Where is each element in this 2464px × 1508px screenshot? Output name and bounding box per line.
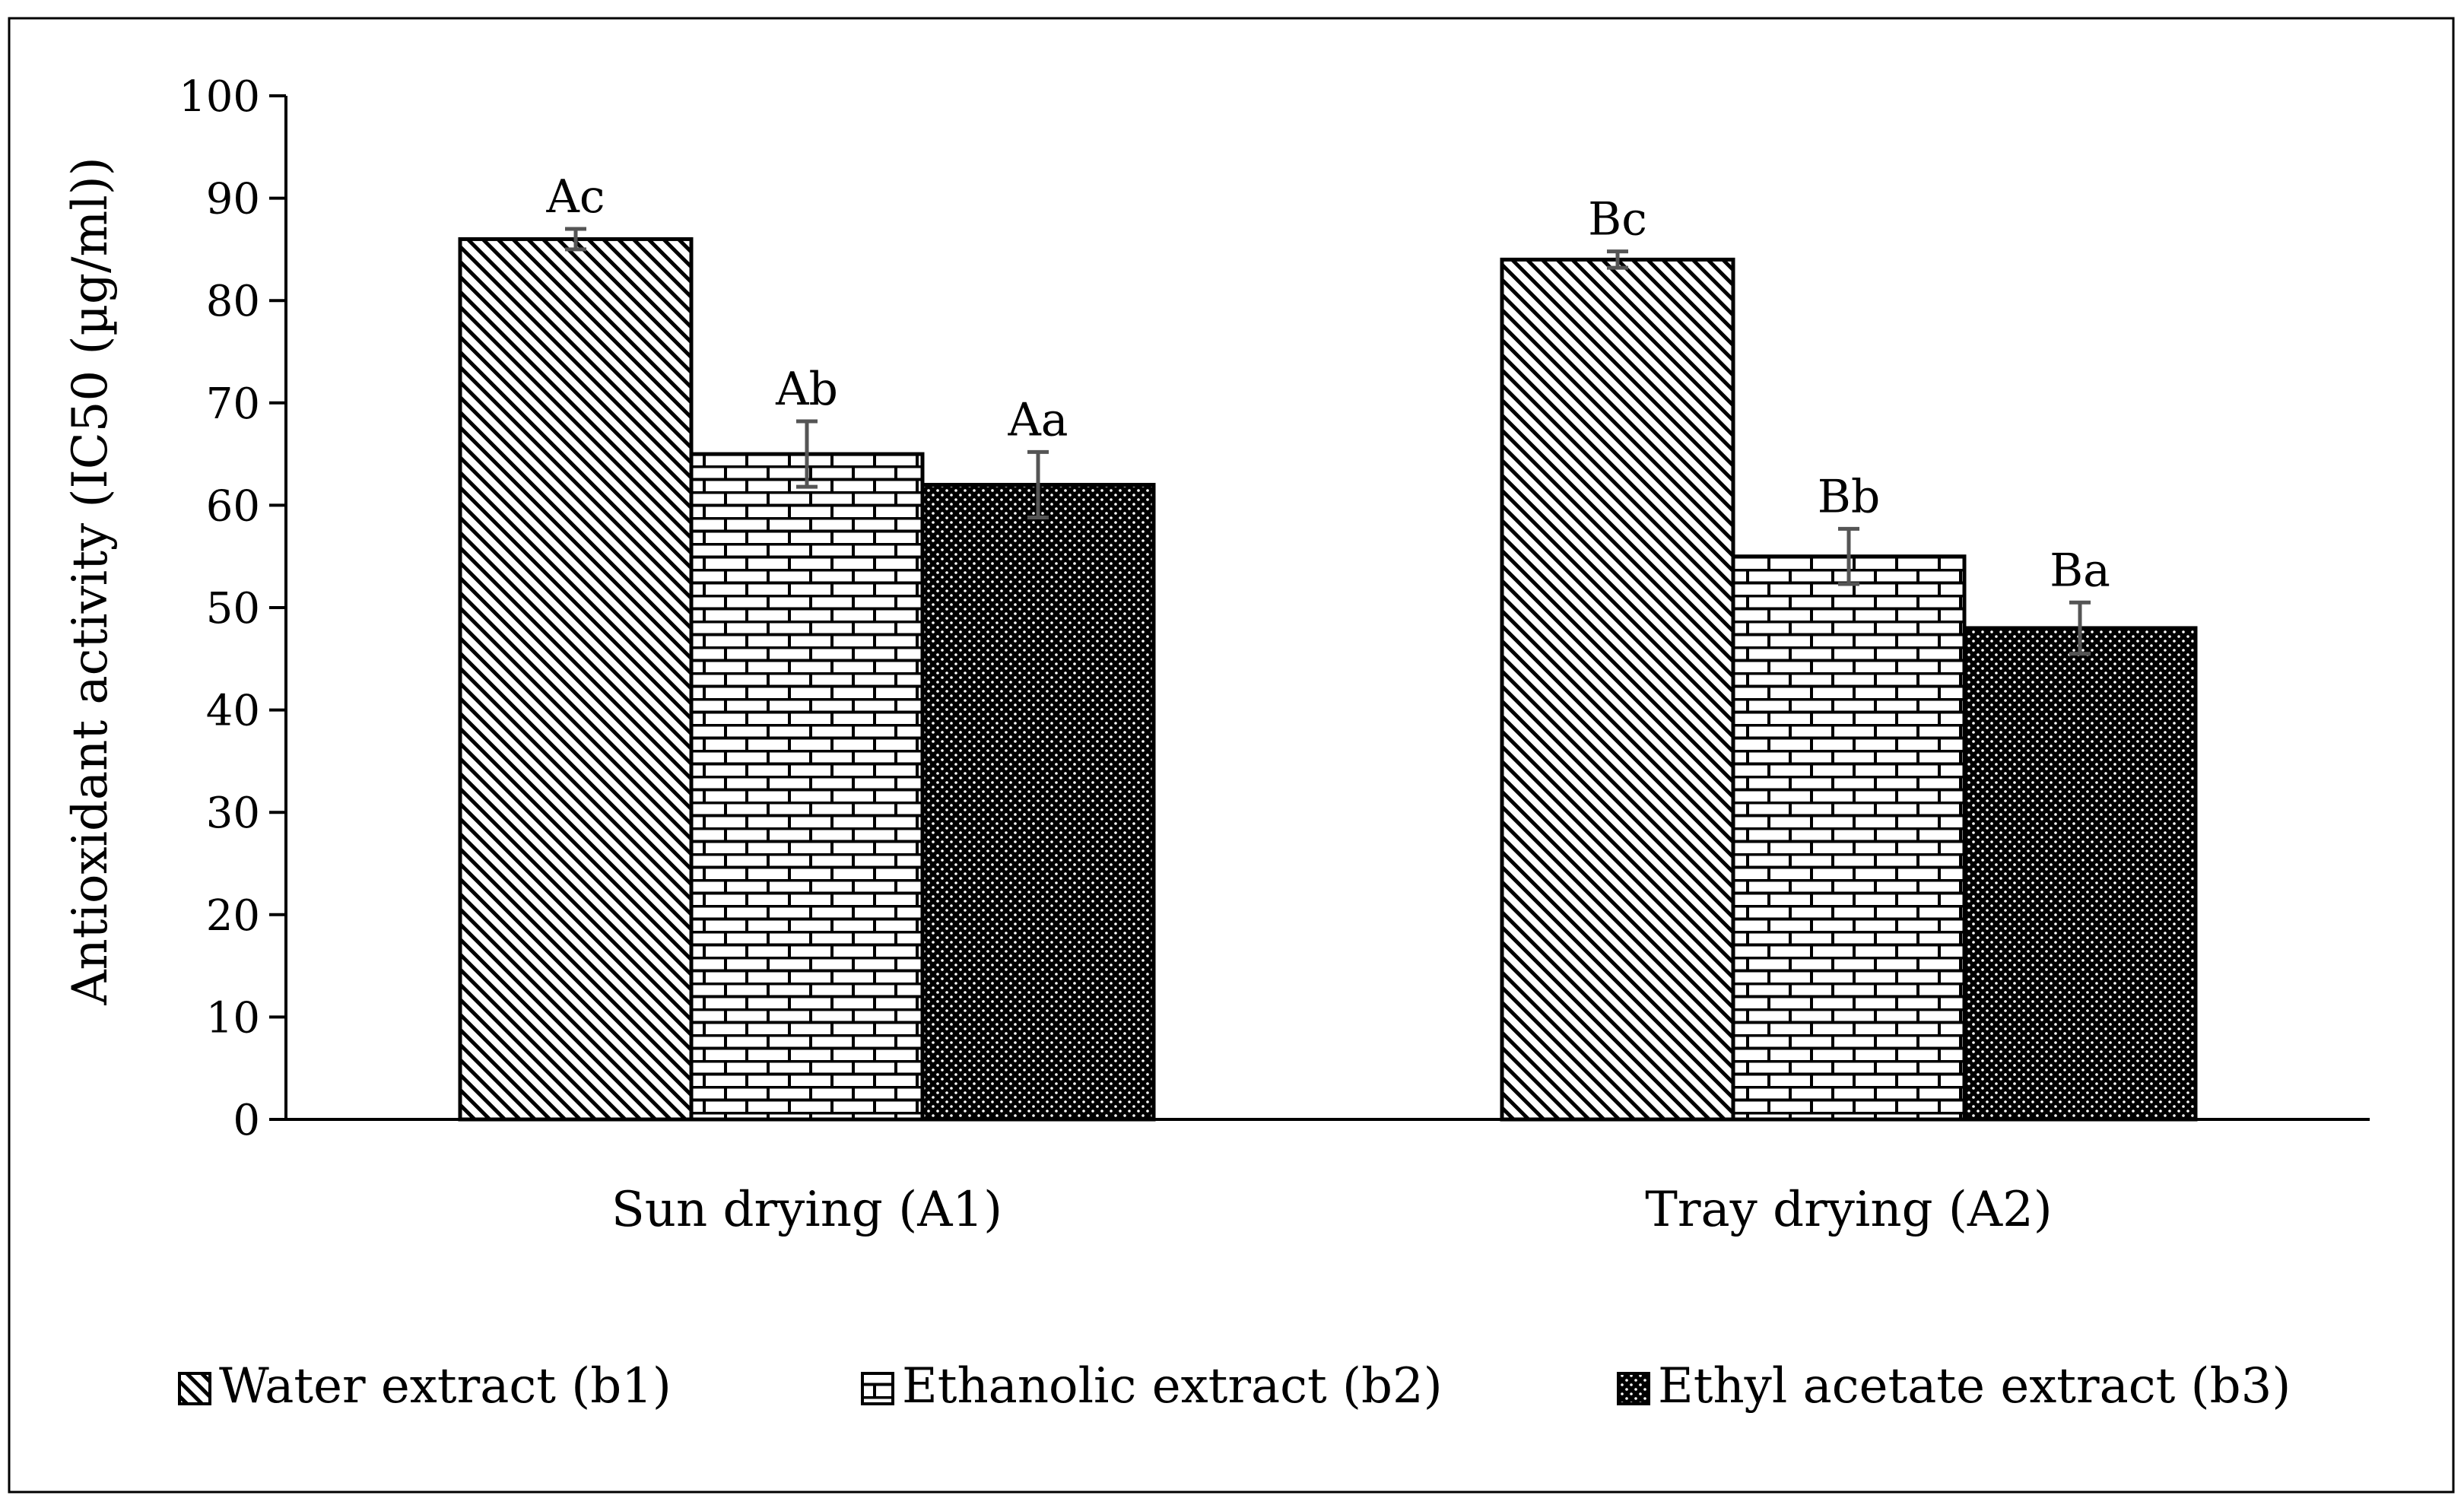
y-tick-label: 40 (206, 687, 260, 736)
figure-border (8, 17, 2455, 1494)
y-tick-label: 30 (206, 789, 260, 838)
y-tick-label: 50 (206, 584, 260, 633)
legend: Water extract (b1) Ethanolic extract (b2)… (178, 1358, 2291, 1414)
legend-swatch (178, 1372, 211, 1405)
data-label: Bc (1588, 193, 1647, 246)
bar (689, 452, 925, 1122)
y-tick-label: 20 (206, 891, 260, 941)
legend-label: Ethyl acetate extract (b3) (1658, 1358, 2291, 1414)
data-label: Ba (2050, 544, 2110, 597)
data-label: Aa (1007, 393, 1068, 446)
bar (1500, 257, 1735, 1122)
y-axis: 0 10 20 30 40 50 60 70 80 90 100 (179, 72, 287, 1145)
y-axis-title: Antioxidant activity (IC50 (µg/ml)) (62, 157, 119, 1005)
legend-label: Ethanolic extract (b2) (902, 1358, 1443, 1414)
y-tick-label: 80 (206, 277, 260, 326)
y-tick-label: 90 (206, 175, 260, 224)
data-label: Ac (546, 170, 605, 224)
x-axis: Sun drying (A1) Tray drying (A2) (286, 1118, 2370, 1238)
y-tick-label: 60 (206, 481, 260, 531)
y-tick-label: 0 (233, 1096, 260, 1145)
y-tick-label: 70 (206, 379, 260, 429)
bar (458, 237, 694, 1122)
legend-label: Water extract (b1) (219, 1358, 672, 1414)
bars (458, 237, 2198, 1122)
legend-swatch (861, 1372, 894, 1405)
x-category-label: Sun drying (A1) (611, 1182, 1002, 1238)
bar (1731, 554, 1967, 1122)
error-bars (565, 227, 2091, 656)
y-tick-label: 10 (206, 993, 260, 1043)
significance-labels: Ac Ab Aa Bc Bb Ba (546, 170, 2110, 597)
data-label: Bb (1818, 470, 1881, 523)
data-label: Ab (775, 363, 838, 416)
legend-swatch (1617, 1372, 1650, 1405)
bar (920, 482, 1156, 1122)
y-tick-label: 100 (179, 72, 260, 122)
x-category-label: Tray drying (A2) (1645, 1182, 2053, 1238)
bar (1962, 626, 2198, 1122)
